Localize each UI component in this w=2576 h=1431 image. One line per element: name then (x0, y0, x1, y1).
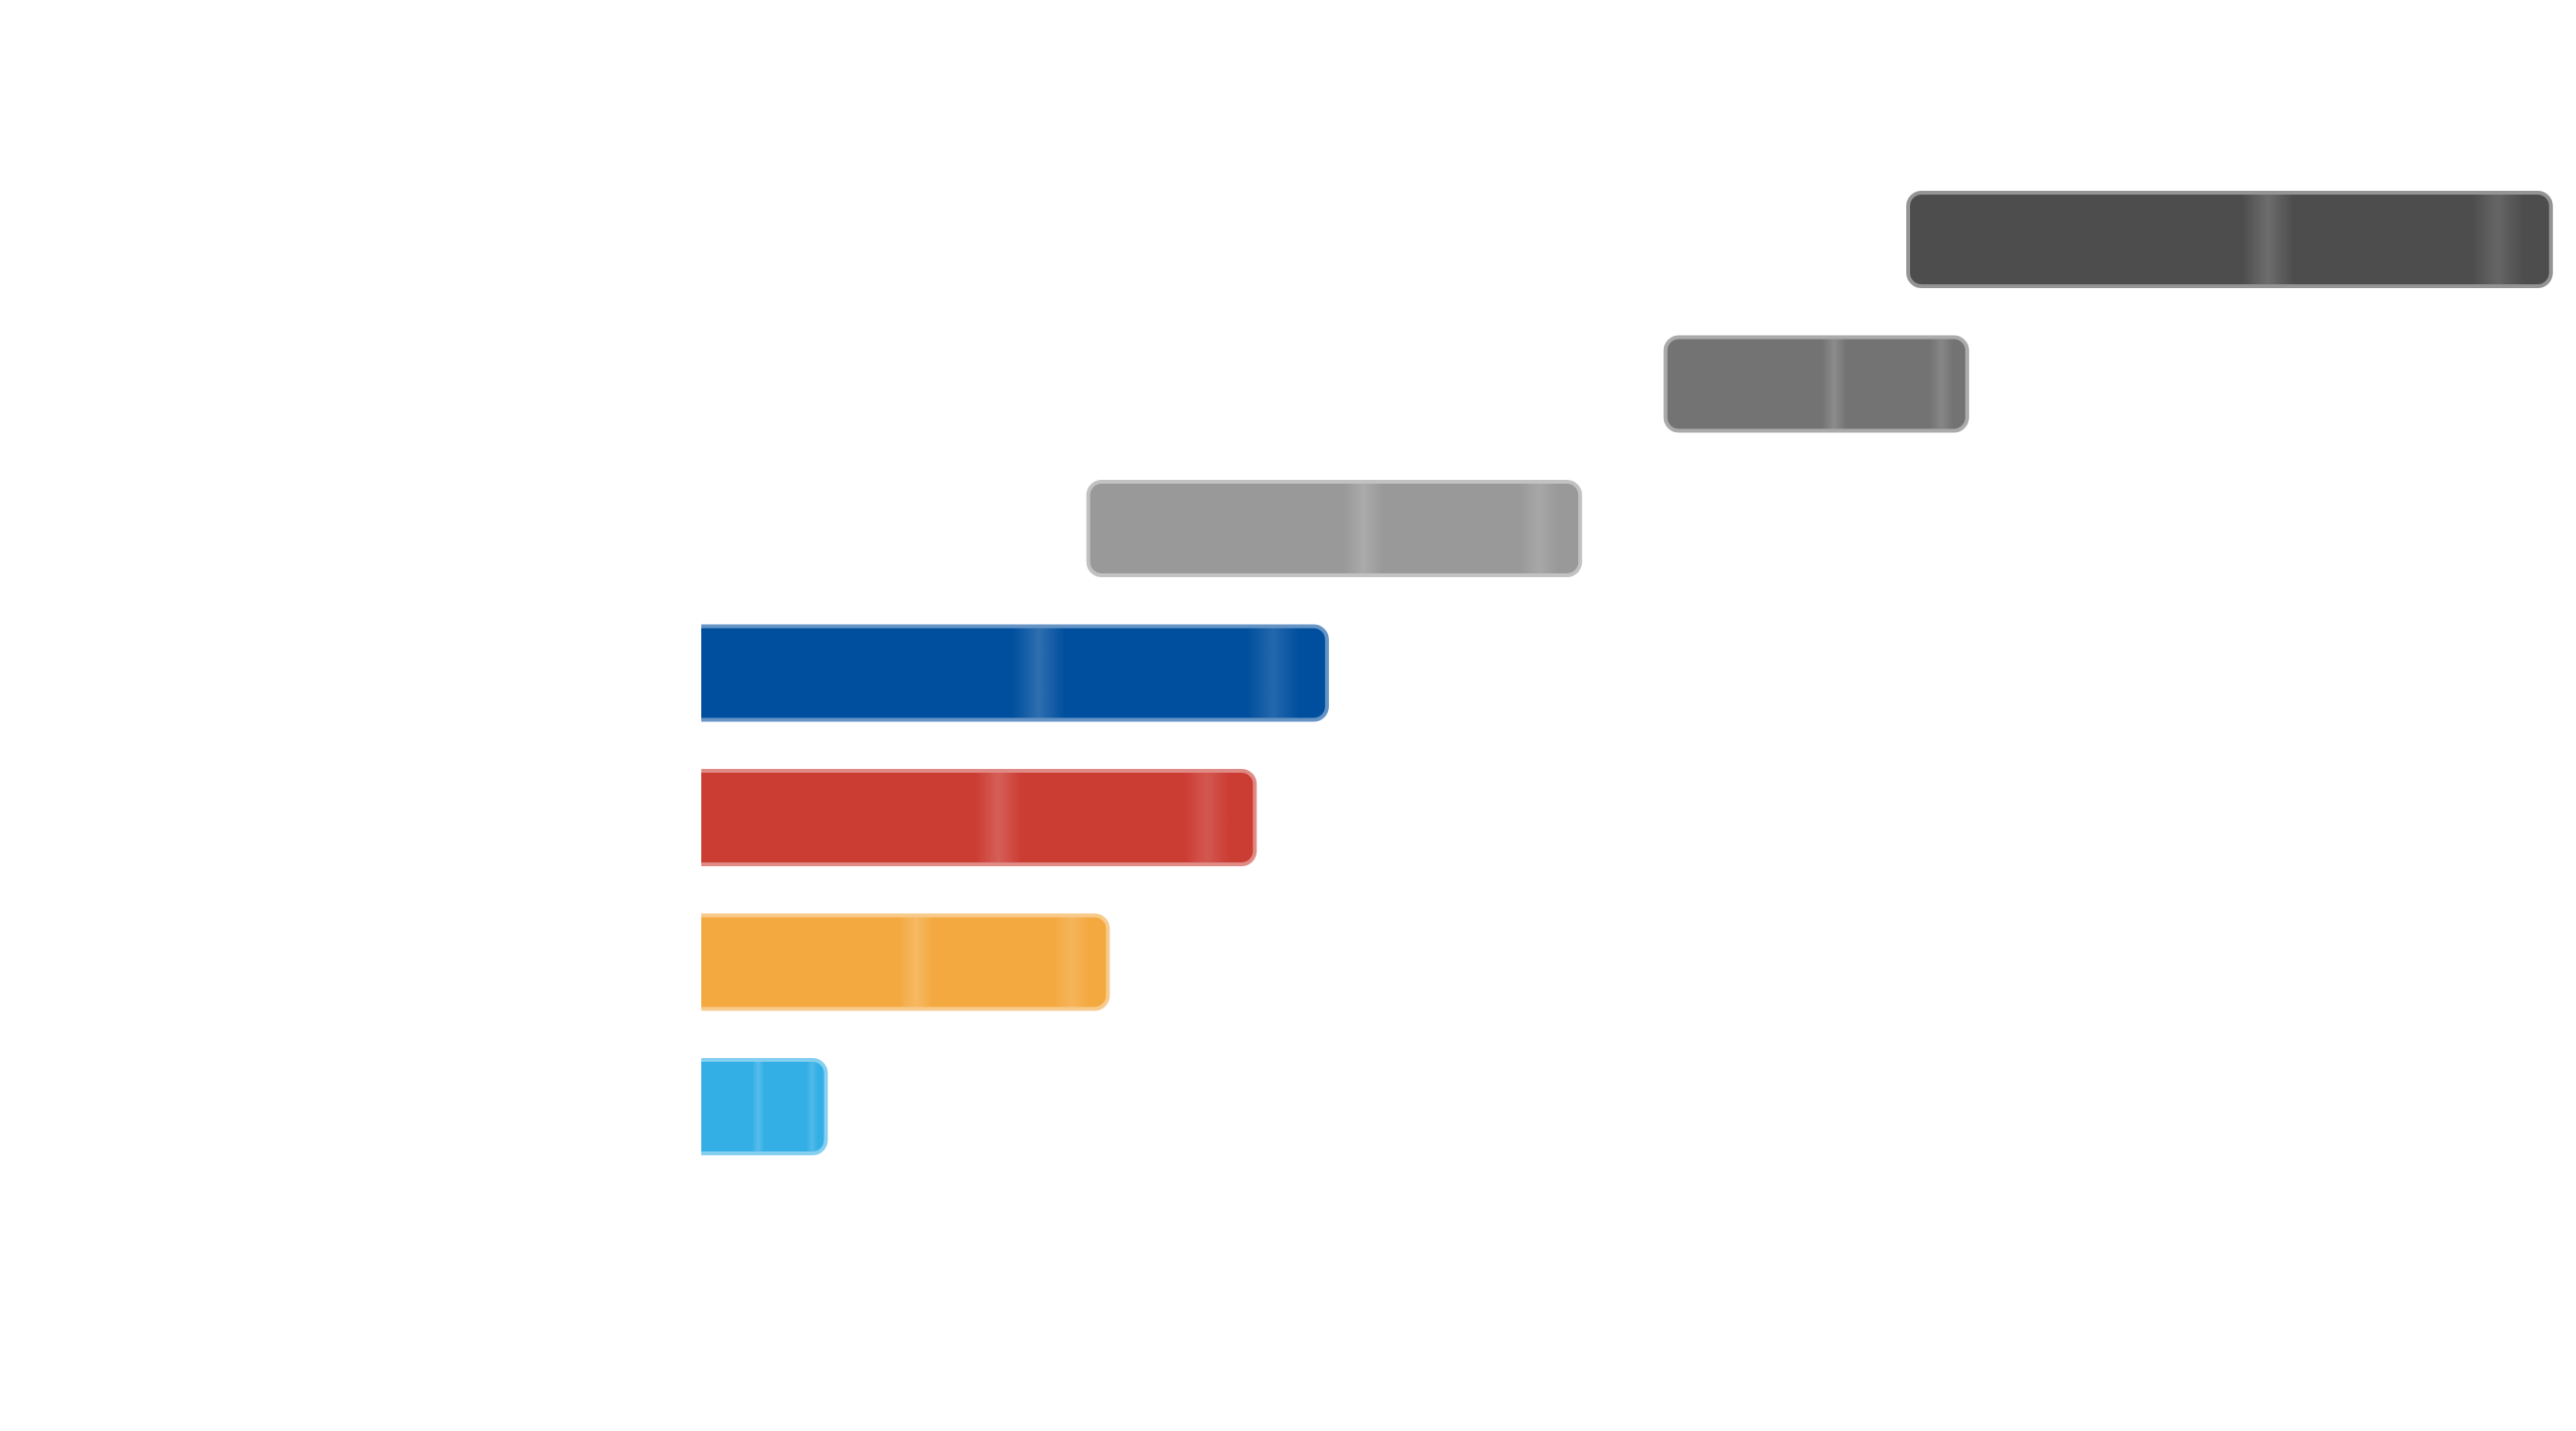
bar-4-highlight (701, 628, 1325, 718)
bar-1 (1906, 191, 2553, 288)
bar-1-highlight (1910, 195, 2549, 284)
bar-2-highlight (1667, 339, 1965, 429)
bar-7 (701, 1058, 828, 1155)
bars-layer (701, 191, 2553, 1155)
bar-2 (1663, 335, 1969, 433)
bar-4 (701, 624, 1329, 722)
bar-3 (1086, 480, 1583, 577)
bar-5-highlight (701, 773, 1254, 862)
bar-7-highlight (701, 1062, 824, 1151)
bar-6-highlight (701, 917, 1107, 1007)
bar-5 (701, 769, 1257, 866)
bar-6 (701, 913, 1111, 1011)
bar-3-highlight (1090, 484, 1579, 573)
